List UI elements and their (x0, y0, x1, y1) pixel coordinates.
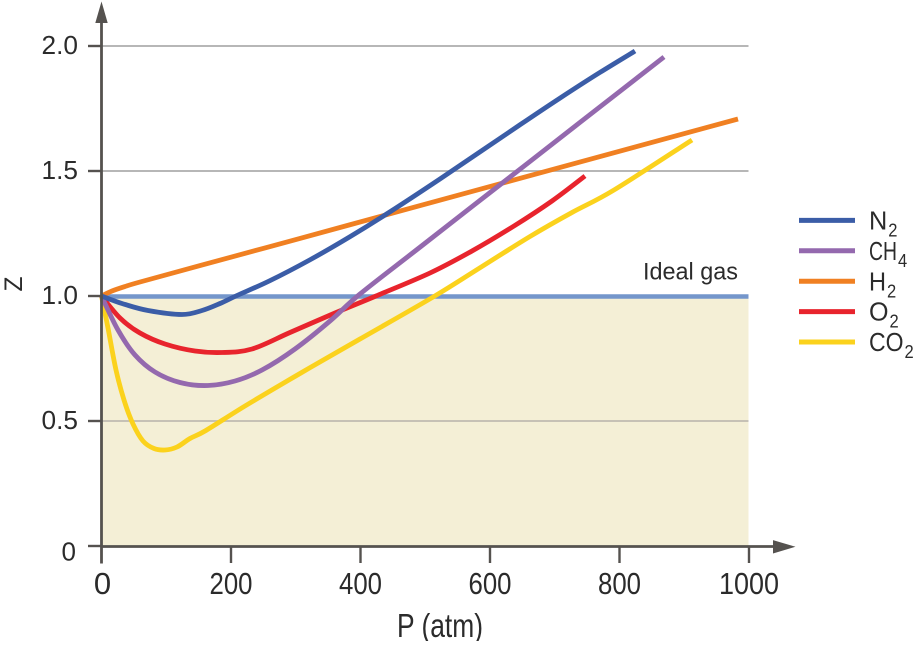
svg-text:P (atm): P (atm) (397, 607, 483, 641)
svg-text:CH: CH (869, 238, 897, 266)
svg-text:0.5: 0.5 (42, 405, 79, 435)
svg-text:800: 800 (598, 566, 641, 601)
svg-text:200: 200 (210, 566, 253, 601)
svg-text:1000: 1000 (719, 566, 779, 601)
svg-text:1.0: 1.0 (42, 280, 79, 310)
svg-text:2: 2 (905, 342, 914, 362)
svg-text:2: 2 (888, 221, 897, 241)
svg-text:600: 600 (469, 566, 512, 601)
svg-text:N: N (869, 208, 887, 236)
svg-text:2: 2 (887, 281, 896, 301)
svg-text:400: 400 (339, 566, 382, 601)
svg-text:2.0: 2.0 (42, 30, 79, 60)
svg-text:CO: CO (869, 329, 904, 357)
svg-text:0: 0 (94, 566, 111, 601)
svg-text:Z: Z (0, 277, 28, 292)
svg-text:Ideal gas: Ideal gas (643, 258, 738, 285)
svg-text:1.5: 1.5 (42, 155, 79, 185)
svg-text:H: H (869, 268, 886, 296)
svg-text:4: 4 (898, 251, 907, 271)
svg-text:O: O (869, 299, 889, 327)
svg-text:0: 0 (62, 537, 76, 567)
svg-text:2: 2 (890, 312, 899, 332)
